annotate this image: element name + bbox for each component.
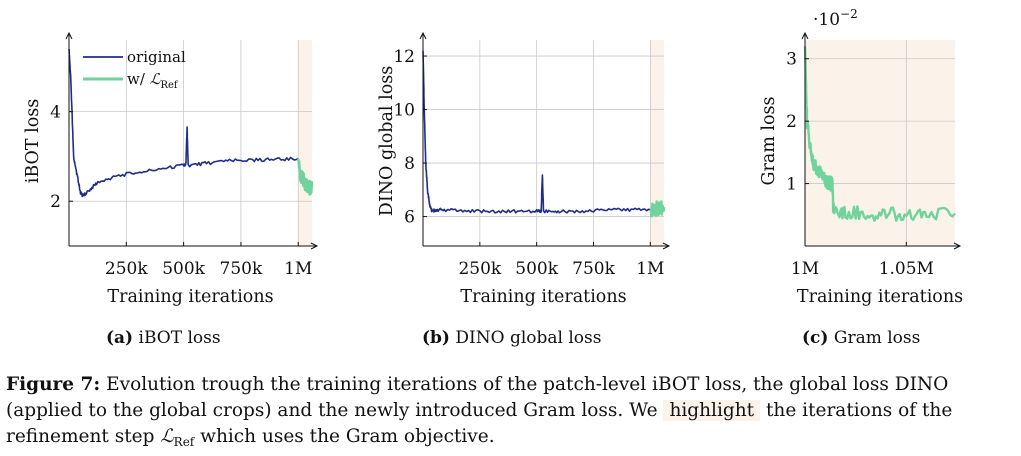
y-axis-label: DINO global loss bbox=[377, 66, 397, 216]
y-tick-label: 2 bbox=[50, 192, 61, 212]
y-tick-label: 2 bbox=[786, 112, 797, 132]
x-axis-arrow bbox=[953, 242, 962, 250]
x-tick-label: 500k bbox=[515, 259, 558, 279]
subcaption-a: (a) iBOT loss bbox=[106, 328, 221, 348]
x-tick-label: 1M bbox=[636, 259, 664, 279]
figure-caption: Figure 7: Evolution trough the training … bbox=[6, 372, 1018, 451]
series-line-original bbox=[68, 48, 299, 198]
x-tick-label: 750k bbox=[572, 259, 615, 279]
legend: original w/ ℒRef bbox=[83, 48, 186, 91]
y-axis-arrow bbox=[419, 31, 427, 40]
x-tick-label: 1M bbox=[791, 259, 819, 279]
series-line-original bbox=[422, 50, 651, 214]
y-scale-label: ·10−2 bbox=[813, 7, 858, 30]
caption-label: Figure 7: bbox=[6, 374, 101, 395]
y-tick-label: 12 bbox=[393, 47, 415, 67]
y-tick-label: 3 bbox=[786, 50, 797, 70]
series-line-w-l-ref bbox=[649, 200, 666, 218]
x-axis-label: Training iterations bbox=[107, 287, 273, 307]
x-axis-arrow bbox=[662, 242, 671, 250]
chart-a: 250k 500k 750k 1M 2 4 Training iterations iBOT … bbox=[23, 31, 319, 307]
x-axis-label: Training iterations bbox=[797, 287, 963, 307]
series-line-w-l-ref bbox=[297, 158, 314, 196]
legend-label-original: original bbox=[127, 48, 186, 66]
y-tick-label: 4 bbox=[50, 103, 61, 123]
x-tick-label: 250k bbox=[105, 259, 148, 279]
refinement-highlight-region bbox=[650, 40, 664, 246]
x-tick-label: 750k bbox=[220, 259, 263, 279]
y-axis-arrow bbox=[65, 31, 73, 40]
x-axis-arrow bbox=[310, 242, 319, 250]
refinement-highlight-region bbox=[298, 40, 312, 246]
y-tick-label: 8 bbox=[404, 154, 415, 174]
legend-label-refined: w/ ℒRef bbox=[127, 70, 179, 91]
x-tick-label: 1M bbox=[284, 259, 312, 279]
y-axis-arrow bbox=[801, 31, 809, 40]
y-tick-label: 6 bbox=[404, 208, 415, 228]
chart-c: 1M 1.05M 1 2 3 Training iterations Gram loss ·1… bbox=[759, 7, 963, 307]
y-tick-label: 1 bbox=[786, 175, 797, 195]
subcaption-b: (b) DINO global loss bbox=[422, 328, 602, 348]
chart-b: 250k 500k 750k 1M 6 8 10 12 Training iterations D… bbox=[377, 31, 671, 307]
x-axis-label: Training iterations bbox=[460, 287, 626, 307]
caption-text-3: which uses the Gram objective. bbox=[200, 426, 495, 447]
caption-highlight: highlight bbox=[663, 400, 761, 421]
y-axis-label: Gram loss bbox=[759, 96, 779, 185]
caption-text-1: Evolution trough the training iterations… bbox=[6, 374, 949, 421]
series-line-w-l-ref bbox=[803, 46, 956, 222]
caption-text-2: the iterations of the refinement step bbox=[6, 400, 953, 447]
subcaption-c: (c) Gram loss bbox=[802, 328, 921, 348]
y-tick-label: 10 bbox=[393, 101, 415, 121]
x-tick-label: 250k bbox=[458, 259, 501, 279]
y-axis-label: iBOT loss bbox=[23, 99, 43, 183]
caption-ref-symbol: ℒRef bbox=[160, 426, 195, 449]
x-tick-label: 500k bbox=[162, 259, 205, 279]
x-tick-label: 1.05M bbox=[879, 259, 934, 279]
